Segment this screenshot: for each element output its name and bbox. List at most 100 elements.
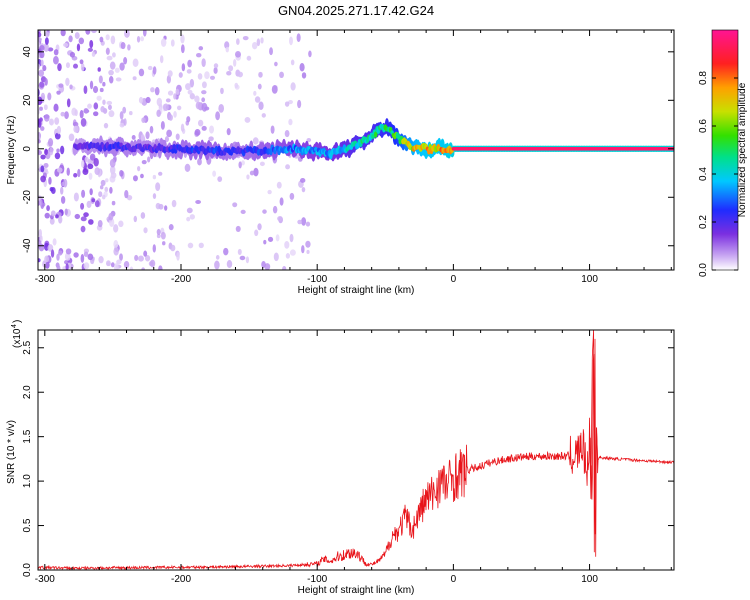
heatmap-noise-cell (201, 58, 206, 67)
heatmap-noise-cell (252, 137, 259, 145)
heatmap-noise-cell (82, 168, 89, 175)
heatmap-noise-cell (141, 267, 145, 270)
heatmap-noise-cell (109, 61, 116, 70)
heatmap-noise-cell (64, 208, 68, 216)
heatmap-noise-cell (282, 266, 287, 270)
heatmap-noise-cell (201, 125, 207, 131)
heatmap-noise-cell (173, 110, 177, 118)
heatmap-noise-cell (42, 65, 47, 72)
snr-scale-prefix: (x10 (12, 328, 23, 348)
heatmap-noise-cell (99, 36, 104, 43)
heatmap-noise-cell (80, 225, 86, 233)
heatmap-noise-cell (209, 125, 215, 134)
heatmap-noise-cell (159, 55, 164, 64)
snr-x-tick-label: -100 (307, 574, 327, 585)
heatmap-noise-cell (175, 88, 180, 95)
heatmap-noise-cell (63, 178, 68, 188)
heatmap-noise-cell (288, 99, 293, 105)
heatmap-noise-cell (80, 202, 85, 210)
snr-x-label: Height of straight line (km) (298, 585, 415, 596)
heatmap-ridge-cell (171, 148, 175, 154)
colorbar: 0.0 0.2 0.4 0.6 0.8 Normalized spectral ampl… (698, 29, 748, 277)
heatmap-noise-cell (163, 103, 169, 111)
heatmap-noise-cell (147, 65, 153, 71)
heatmap-noise-cell (272, 205, 278, 214)
figure-title: GN04.2025.271.17.42.G24 (278, 3, 434, 18)
heatmap-noise-cell (160, 38, 167, 47)
heatmap-noise-cell (290, 59, 295, 66)
heatmap-noise-cell (73, 63, 78, 69)
heatmap-noise-cell (108, 110, 115, 118)
heatmap-noise-cell (39, 81, 45, 88)
heatmap-noise-cell (225, 46, 229, 53)
heatmap-noise-cell (228, 65, 234, 72)
heatmap-noise-cell (105, 34, 110, 41)
heatmap-noise-cell (299, 63, 305, 72)
heatmap-noise-cell (46, 205, 50, 212)
heatmap-noise-cell (170, 39, 175, 47)
heatmap-noise-cell (110, 262, 115, 268)
heatmap-noise-cell (137, 165, 141, 172)
heatmap-noise-cell (50, 210, 56, 217)
heatmap-noise-cell (83, 107, 89, 114)
heatmap-noise-cell (58, 216, 62, 224)
heatmap-noise-cell (254, 229, 259, 237)
heatmap-noise-cell (87, 253, 94, 261)
heatmap-noise-cell (65, 248, 72, 255)
heatmap-noise-cell (170, 244, 176, 252)
heatmap-noise-cell (87, 47, 93, 52)
heatmap-noise-cell (124, 30, 130, 38)
heatmap-noise-cell (85, 30, 91, 35)
heatmap-noise-cell (150, 87, 155, 93)
heatmap-noise-cell (180, 123, 185, 132)
heatmap-noise-cell (44, 255, 50, 263)
heatmap-noise-cell (80, 216, 87, 222)
heatmap-noise-cell (195, 53, 202, 58)
heatmap-noise-cell (64, 111, 69, 120)
heatmap-noise-cell (60, 30, 66, 37)
heatmap-noise-cell (38, 131, 41, 140)
heatmap-noise-cell (274, 61, 278, 67)
heatmap-noise-cell (89, 80, 94, 90)
heatmap-noise-cell (195, 199, 201, 205)
heatmap-noise-cell (53, 49, 59, 56)
heatmap-noise-cell (56, 167, 63, 173)
heatmap-y-tick-label: 0 (22, 146, 33, 152)
heatmap-noise-cell (98, 75, 103, 84)
heatmap-noise-cell (164, 205, 168, 211)
colorbar-tick-label: 0.0 (698, 263, 709, 277)
heatmap-noise-cell (226, 70, 232, 76)
heatmap-noise-cell (147, 156, 151, 163)
heatmap-noise-cell (176, 105, 182, 111)
heatmap-noise-cell (83, 251, 89, 257)
heatmap-noise-cell (234, 82, 239, 88)
heatmap-noise-cell (50, 249, 55, 258)
heatmap-noise-cell (189, 93, 195, 100)
heatmap-noise-cell (113, 263, 119, 270)
heatmap-noise-cell (290, 82, 296, 91)
heatmap-noise-cell (264, 263, 271, 270)
heatmap-noise-cell (253, 90, 257, 96)
heatmap-noise-cell (154, 86, 160, 96)
heatmap-noise-cell (254, 96, 261, 103)
heatmap-noise-cell (156, 228, 161, 236)
heatmap-noise-cell (144, 255, 151, 262)
heatmap-noise-cell (54, 132, 61, 140)
heatmap-noise-cell (89, 39, 94, 49)
heatmap-noise-cell (113, 247, 119, 256)
heatmap-noise-cell (119, 122, 125, 128)
heatmap-noise-cell (138, 68, 145, 77)
heatmap-noise-cell (56, 253, 60, 261)
heatmap-noise-cell (74, 109, 78, 117)
heatmap-ridge-cell (119, 142, 123, 147)
heatmap-noise-cell (186, 116, 191, 123)
heatmap-noise-cell (74, 213, 81, 220)
heatmap-noise-cell (38, 239, 42, 249)
snr-y-tick-label: 2.5 (22, 340, 33, 354)
heatmap-noise-cell (155, 182, 161, 191)
heatmap-noise-cell (45, 261, 50, 269)
snr-x-tick-label: -200 (171, 574, 191, 585)
heatmap-noise-cell (246, 174, 250, 180)
heatmap-noise-cell (106, 55, 113, 61)
